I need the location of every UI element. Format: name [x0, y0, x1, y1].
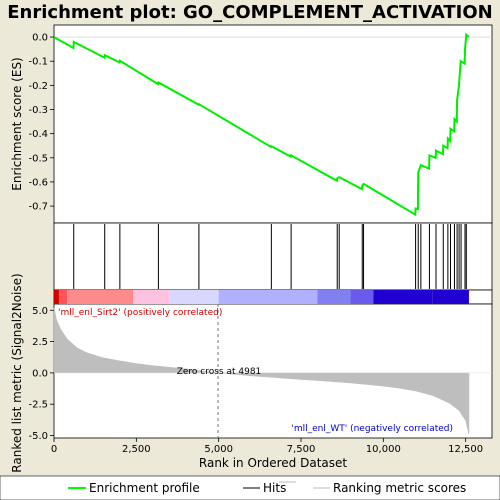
heatmap-band — [218, 290, 318, 304]
heatmap-band — [58, 290, 68, 304]
legend-label-enrichment: Enrichment profile — [89, 481, 200, 495]
y-tick-label-bottom: -5.0 — [28, 431, 48, 442]
heatmap-band — [317, 290, 351, 304]
heatmap-band — [54, 290, 59, 304]
metric-area — [53, 304, 492, 438]
zero-cross-label: Zero cross at 4981 — [177, 367, 262, 377]
y-axis-label-bottom: Ranked list metric (Signal2Noise) — [10, 273, 24, 472]
heatmap-band — [133, 290, 170, 304]
heatmap-band — [169, 290, 219, 304]
x-tick-label: 5,000 — [204, 444, 233, 455]
axes: 0.0 -0.1 -0.2 -0.3 -0.4 -0.5 -0.6 -0.7 5.0 2.5 0.0… — [28, 33, 483, 455]
legend-label-ranking: Ranking metric scores — [333, 481, 466, 495]
x-tick-label: 0 — [51, 444, 57, 455]
hit-lines — [73, 224, 467, 289]
y-tick-label-top: -0.7 — [28, 202, 48, 213]
y-tick-label-bottom: -2.5 — [28, 400, 48, 411]
enrichment-profile — [53, 32, 492, 217]
x-axis-label: Rank in Ordered Dataset — [199, 456, 347, 470]
heatmap-band — [67, 290, 134, 304]
y-tick-label-bottom: 0.0 — [32, 368, 48, 379]
legend-label-hits: Hits — [263, 481, 286, 495]
metric-fill — [53, 307, 470, 435]
y-tick-label-top: -0.1 — [28, 57, 48, 68]
y-tick-label-top: 0.0 — [32, 33, 48, 44]
es-panel — [53, 24, 493, 224]
heatmap-band — [373, 290, 433, 304]
y-tick-label-top: -0.2 — [28, 81, 48, 92]
positive-correlation-label: 'mll_enl_Sirt2' (positively correlated) — [58, 308, 222, 318]
y-tick-label-bottom: 5.0 — [32, 306, 48, 317]
y-tick-label-bottom: 2.5 — [32, 337, 48, 348]
x-tick-label: 12,500 — [448, 444, 483, 455]
heatmap-band — [432, 290, 469, 304]
chart-title: Enrichment plot: GO_COMPLEMENT_ACTIVATIO… — [7, 2, 493, 23]
x-tick-label: 7,500 — [287, 444, 316, 455]
hits-panel — [53, 222, 493, 291]
y-tick-label-top: -0.3 — [28, 105, 48, 116]
x-tick-label: 10,000 — [366, 444, 401, 455]
legend: Enrichment profile Hits Ranking metric s… — [0, 475, 500, 500]
y-axis-label-top: Enrichment score (ES) — [10, 57, 24, 190]
ranking-heatmap — [54, 290, 469, 304]
y-tick-label-top: -0.6 — [28, 177, 48, 188]
y-tick-label-top: -0.5 — [28, 153, 48, 164]
y-tick-label-top: -0.4 — [28, 129, 48, 140]
heatmap-band — [350, 290, 374, 304]
es-curve — [53, 32, 470, 217]
x-tick-label: 2,500 — [122, 444, 151, 455]
negative-correlation-label: 'mll_enl_WT' (negatively correlated) — [291, 424, 453, 434]
